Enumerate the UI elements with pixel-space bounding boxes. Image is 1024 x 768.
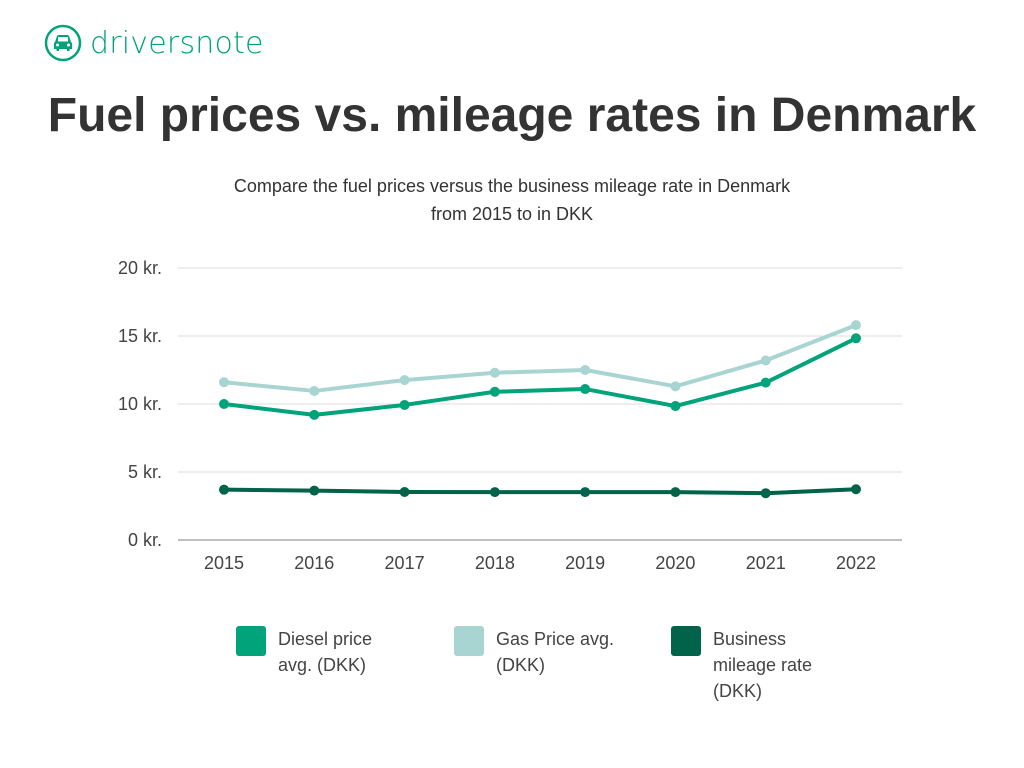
x-tick-label: 2016: [294, 553, 334, 573]
y-tick-label: 5 kr.: [128, 462, 162, 482]
x-tick-label: 2021: [746, 553, 786, 573]
legend-item: Business mileage rate (DKK): [671, 626, 843, 704]
subtitle-line: from 2015 to in DKK: [430, 204, 594, 224]
series-line: [223, 323, 857, 393]
legend-label-line: Diesel price: [278, 629, 373, 649]
data-point: [760, 488, 771, 499]
legend-label: Business mileage rate (DKK): [713, 626, 843, 704]
legend-item: Gas Price avg. (DKK): [454, 626, 626, 678]
data-point: [760, 377, 771, 388]
series-line: [223, 336, 857, 417]
data-point: [851, 320, 861, 331]
x-tick-label: 2020: [655, 553, 695, 573]
legend-label: Diesel price avg. (DKK): [278, 626, 408, 678]
data-point: [580, 487, 591, 498]
legend-label-line: Business: [713, 629, 787, 649]
x-tick-label: 2017: [385, 553, 425, 573]
data-point: [399, 486, 410, 497]
brand-logo: driversnote: [44, 24, 264, 62]
chart-subtitle: Compare the fuel prices versus the busin…: [0, 172, 1024, 228]
data-point: [580, 384, 591, 395]
data-point: [580, 365, 591, 375]
legend-swatch: [236, 626, 266, 656]
legend-item: Diesel price avg. (DKK): [236, 626, 408, 678]
data-point: [489, 487, 500, 498]
legend-label-line: Gas Price avg.: [496, 629, 615, 649]
y-tick-label: 15 kr.: [118, 326, 162, 346]
legend-label-line: (DKK): [713, 681, 762, 701]
legend-label: Gas Price avg. (DKK): [496, 626, 626, 678]
x-tick-label: 2015: [204, 553, 244, 573]
data-point: [309, 409, 320, 420]
series-line: [223, 487, 857, 496]
brand-name: driversnote: [90, 25, 264, 61]
data-point: [399, 375, 410, 386]
x-tick-label: 2018: [475, 553, 515, 573]
data-point: [309, 385, 320, 396]
page-title: Fuel prices vs. mileage rates in Denmark: [47, 89, 977, 142]
legend-label-line: mileage rate: [713, 655, 813, 675]
data-point: [670, 401, 681, 412]
legend-label-line: avg. (DKK): [278, 655, 367, 675]
data-point: [851, 333, 861, 344]
legend-label-line: (DKK): [496, 655, 545, 675]
x-tick-label: 2019: [565, 553, 605, 573]
data-point: [219, 484, 229, 495]
data-point: [670, 487, 681, 498]
data-point: [760, 355, 771, 366]
data-point: [489, 386, 500, 397]
legend-swatch: [671, 626, 701, 656]
data-point: [309, 485, 320, 496]
x-tick-label: 2022: [836, 553, 876, 573]
data-point: [489, 367, 500, 378]
data-point: [670, 381, 681, 392]
data-point: [219, 377, 229, 388]
data-point: [851, 484, 861, 495]
legend-swatch: [454, 626, 484, 656]
data-point: [399, 399, 410, 410]
y-tick-label: 10 kr.: [118, 394, 162, 414]
car-icon: [44, 24, 82, 62]
y-tick-label: 0 kr.: [128, 530, 162, 550]
subtitle-line: Compare the fuel prices versus the busin…: [233, 176, 791, 196]
data-point: [219, 399, 229, 409]
y-tick-label: 20 kr.: [118, 258, 162, 278]
